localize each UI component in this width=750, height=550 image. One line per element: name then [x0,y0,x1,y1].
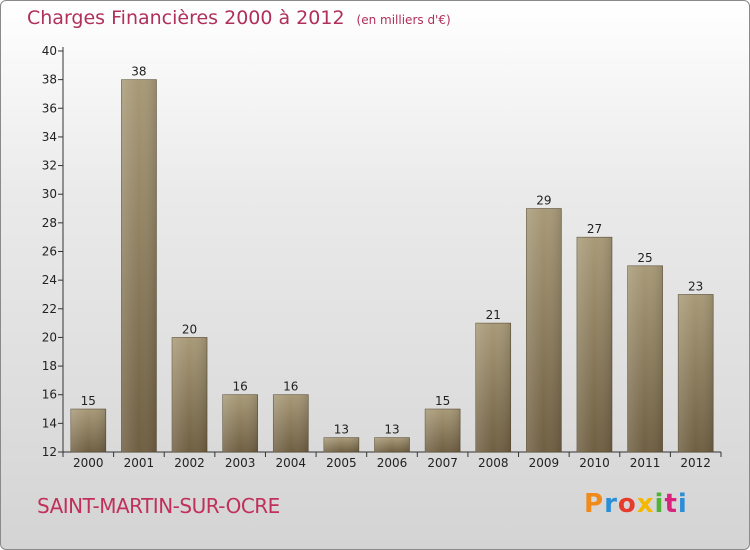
bar-value-label: 21 [486,308,501,322]
bar-value-label: 13 [384,423,399,437]
x-tick-label: 2005 [326,456,357,470]
chart-unit: (en milliers d'€) [356,13,451,27]
bar-value-label: 25 [637,251,652,265]
y-tick-label: 12 [42,445,57,459]
bar-value-label: 38 [131,65,146,79]
y-tick-label: 38 [42,73,57,87]
y-tick-label: 32 [42,159,57,173]
bar-value-label: 13 [334,423,349,437]
x-tick-label: 2006 [377,456,408,470]
y-tick-label: 24 [42,273,57,287]
commune-name: SAINT-MARTIN-SUR-OCRE [37,494,280,518]
bar-value-label: 27 [587,222,602,236]
bar-value-label: 29 [536,194,551,208]
logo-letter: x [636,489,655,519]
x-tick-label: 2002 [174,456,205,470]
bar-shading [323,437,359,452]
bar-shading [121,79,157,453]
chart-title: Charges Financières 2000 à 2012 (en milli… [27,7,451,29]
bar-value-label: 23 [688,279,703,293]
bar-value-label: 16 [233,380,248,394]
bar-shading [273,394,309,452]
bars-group: 15 38 20 16 16 13 13 15 21 29 27 25 23 [70,65,714,453]
bar-shading [678,294,714,452]
bar-shading [526,208,562,452]
x-tick-label: 2004 [275,456,306,470]
logo-letter: o [617,489,637,519]
proxiti-logo[interactable]: Proxiti [584,489,688,519]
y-tick-label: 20 [42,330,57,344]
y-tick-label: 30 [42,187,57,201]
x-tick-label: 2007 [427,456,458,470]
x-axis: 2000 2001 2002 2003 2004 2005 2006 2007 2008 2009… [62,451,722,470]
logo-letter: i [677,489,688,519]
bar-shading [576,237,612,452]
y-tick-label: 34 [42,130,57,144]
bar-value-label: 20 [182,322,197,336]
bar-value-label: 15 [81,394,96,408]
y-tick-label: 36 [42,101,57,115]
y-tick-label: 16 [42,388,57,402]
x-tick-label: 2009 [529,456,560,470]
bar-value-label: 15 [435,394,450,408]
y-tick-label: 18 [42,359,57,373]
x-tick-label: 2001 [124,456,155,470]
bar-shading [70,409,106,452]
logo-letter: t [664,489,678,519]
bar-shading [222,394,258,452]
logo-letter: r [604,489,618,519]
y-tick-label: 22 [42,302,57,316]
y-tick-label: 28 [42,216,57,230]
bar-shading [374,437,410,452]
x-tick-label: 2003 [225,456,256,470]
bar-shading [172,337,208,452]
x-tick-label: 2010 [579,456,610,470]
y-tick-label: 14 [42,416,57,430]
x-tick-label: 2011 [630,456,661,470]
y-tick-label: 40 [42,44,57,58]
chart-title-text: Charges Financières 2000 à 2012 [27,7,345,29]
y-axis: 12 14 16 18 20 22 24 26 28 30 32 34 36 38 40 [42,44,64,459]
bar-shading [475,323,511,452]
x-tick-label: 2012 [680,456,711,470]
x-tick-label: 2000 [73,456,104,470]
bar-shading [425,409,461,452]
logo-letter: i [654,489,665,519]
y-tick-label: 26 [42,245,57,259]
x-tick-label: 2008 [478,456,509,470]
bar-shading [627,265,663,452]
logo-letter: P [584,489,605,519]
bar-value-label: 16 [283,380,298,394]
